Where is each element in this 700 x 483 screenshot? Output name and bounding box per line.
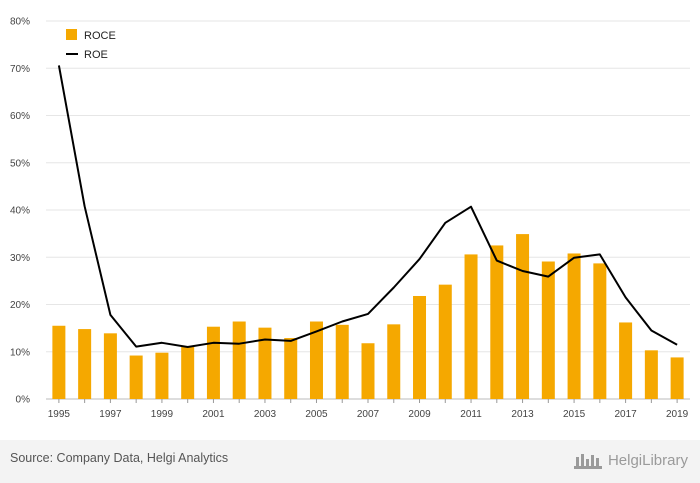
roce-bar [52,325,66,399]
x-tick-label: 2013 [511,409,534,420]
roce-bar [541,261,555,399]
x-tick-label: 1997 [99,409,122,420]
roce-bar [387,324,401,399]
x-tick-label: 2015 [563,409,586,420]
legend-label-roce: ROCE [84,30,116,42]
roce-bar [490,245,504,399]
roce-bar [181,346,195,399]
roce-bar [413,295,427,399]
source-note: Source: Company Data, Helgi Analytics [10,451,229,465]
brand-logo[interactable]: HelgiLibrary [573,450,688,470]
y-tick-label: 20% [10,300,30,311]
roce-bar [155,352,169,399]
x-tick-label: 2001 [202,409,225,420]
roce-bar [593,263,607,399]
roce-bar [567,253,581,399]
library-icon [573,454,602,469]
roce-bar [78,329,92,399]
roce-bar [309,321,323,399]
chart: 0% 10% 20% 30% 40% 50% 60% 70% 80% 1995 1997 1999 2… [10,17,690,420]
roce-bar [335,324,349,399]
gridlines [46,20,690,400]
footer: Source: Company Data, Helgi Analytics He… [0,440,700,483]
x-tick-label: 2003 [254,409,277,420]
roe-line [57,65,678,348]
roce-bar [361,343,375,399]
x-tick-label: 2005 [305,409,328,420]
y-tick-label: 50% [10,158,30,169]
roce-bar [438,284,452,399]
y-tick-label: 0% [16,395,31,406]
roce-bars [52,234,684,399]
roce-bar [258,327,272,399]
x-tick-label: 2007 [357,409,380,420]
y-tick-label: 70% [10,64,30,75]
y-tick-label: 30% [10,253,30,264]
x-tick-label: 2009 [408,409,431,420]
y-axis: 0% 10% 20% 30% 40% 50% 60% 70% 80% [10,17,30,406]
roce-bar [670,357,684,399]
x-tick-label: 2011 [460,409,482,420]
y-tick-label: 10% [10,347,30,358]
roce-bar [206,326,220,399]
legend: ROCE ROE [66,29,116,61]
x-tick-label: 2019 [666,409,689,420]
y-tick-label: 40% [10,206,30,217]
x-axis: 1995 1997 1999 2001 2003 2005 2007 2009 2011 2013… [48,399,689,420]
roce-bar [103,333,117,399]
x-tick-label: 1999 [151,409,174,420]
y-tick-label: 80% [10,17,30,28]
roce-bar [464,254,478,399]
roce-bar [232,321,246,399]
x-tick-label: 2017 [614,409,637,420]
brand-name: HelgiLibrary [607,451,688,469]
roce-bar [644,350,658,399]
roce-bar [129,355,143,399]
roce-bar [284,338,298,399]
legend-swatch-roce [66,29,77,40]
roce-bar [516,234,530,399]
legend-label-roe: ROE [84,49,108,61]
roce-bar [619,322,633,399]
x-tick-label: 1995 [48,409,71,420]
y-tick-label: 60% [10,111,30,122]
